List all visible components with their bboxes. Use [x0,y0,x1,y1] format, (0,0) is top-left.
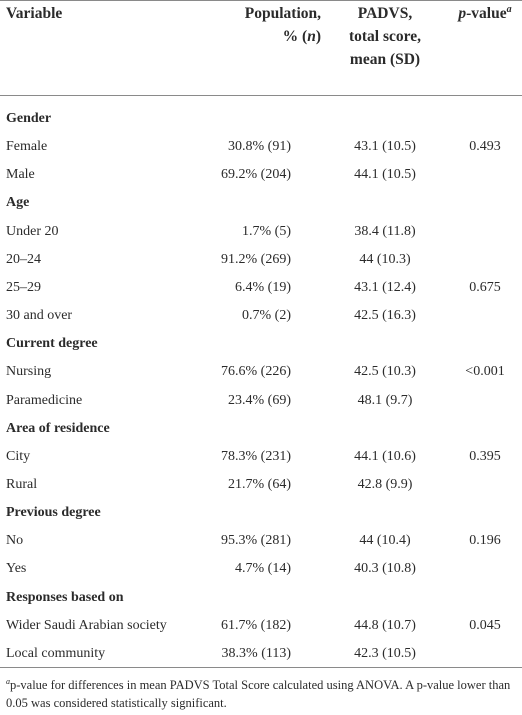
table-row: 30 and over 0.7% (2) 42.5 (16.3) [0,301,522,330]
table-top-rule [0,0,522,1]
header-population-n: n [307,28,316,45]
padvs-score-cell: 44.8 (10.7) [354,617,416,633]
population-cell: 61.7% (182) [221,617,291,633]
row-label: Rural [6,476,38,492]
row-label: Local community [6,645,106,661]
padvs-score-cell: 44 (10.4) [359,533,411,549]
population-cell: 0.7% (2) [242,308,291,324]
population-cell: 6.4% (19) [235,279,291,295]
group-heading-label: Area of residence [6,420,110,436]
header-population: Population, % (n) [196,2,321,48]
header-padvs-line1: PADVS, [357,5,413,22]
population-cell: 23.4% (69) [228,392,291,408]
padvs-score-cell: 42.5 (16.3) [354,308,416,324]
population-cell: 78.3% (231) [221,448,291,464]
header-bottom-rule [0,95,522,96]
group-heading-label: Responses based on [6,589,124,605]
padvs-score-cell: 48.1 (9.7) [357,392,413,408]
padvs-score-cell: 44 (10.3) [359,251,411,267]
row-label: Paramedicine [6,392,83,408]
pvalue-cell: 0.395 [469,448,501,464]
padvs-score-cell: 42.3 (10.5) [354,645,416,661]
header-pvalue-rest: -value [466,5,507,22]
header-population-suffix: ) [315,28,321,45]
header-pvalue: p-valuea [448,2,522,25]
table-row: Under 20 1.7% (5) 38.4 (11.8) [0,217,522,246]
padvs-score-cell: 42.5 (10.3) [354,364,416,380]
row-label: Male [6,167,35,183]
table-row: No 95.3% (281) 44 (10.4) 0.196 [0,526,522,555]
group-heading-row: Responses based on [0,583,522,612]
header-population-prefix: % ( [282,28,308,45]
padvs-score-cell: 43.1 (10.5) [354,139,416,155]
population-cell: 76.6% (226) [221,364,291,380]
population-cell: 30.8% (91) [228,139,291,155]
footnote-text: p-value for differences in mean PADVS To… [6,678,511,711]
pvalue-cell: 0.493 [469,139,501,155]
table-row: 25–29 6.4% (19) 43.1 (12.4) 0.675 [0,273,522,302]
row-label: Wider Saudi Arabian society [6,617,167,633]
table-row: Yes 4.7% (14) 40.3 (10.8) [0,554,522,583]
header-pvalue-sup: a [506,3,512,15]
header-variable-label: Variable [6,5,63,22]
padvs-score-cell: 44.1 (10.5) [354,167,416,183]
group-heading-label: Current degree [6,336,98,352]
padvs-score-cell: 38.4 (11.8) [354,223,416,239]
group-heading-row: Gender [0,104,522,133]
footnote-marker: a [6,677,10,686]
row-label: Under 20 [6,223,59,239]
row-label: Nursing [6,364,52,380]
group-heading-row: Area of residence [0,414,522,443]
header-padvs-line3: mean (SD) [349,51,421,68]
padvs-score-cell: 40.3 (10.8) [354,561,416,577]
population-cell: 4.7% (14) [235,561,291,577]
row-label: City [6,448,31,464]
table-row: Paramedicine 23.4% (69) 48.1 (9.7) [0,386,522,415]
group-heading-row: Current degree [0,329,522,358]
group-heading-row: Previous degree [0,498,522,527]
table-row: Rural 21.7% (64) 42.8 (9.9) [0,470,522,499]
population-cell: 69.2% (204) [221,167,291,183]
population-cell: 1.7% (5) [242,223,291,239]
header-variable: Variable [6,2,62,25]
table-row: Male 69.2% (204) 44.1 (10.5) [0,160,522,189]
table-row: Nursing 76.6% (226) 42.5 (10.3) <0.001 [0,357,522,386]
population-cell: 95.3% (281) [221,533,291,549]
table-row: 20–24 91.2% (269) 44 (10.3) [0,245,522,274]
row-label: Yes [6,561,27,577]
padvs-score-cell: 44.1 (10.6) [354,448,416,464]
group-heading-row: Age [0,188,522,217]
population-cell: 38.3% (113) [221,645,291,661]
header-population-line2: % (n) [196,25,321,48]
population-cell: 91.2% (269) [221,251,291,267]
table-footnote: ap-value for differences in mean PADVS T… [6,673,518,712]
pvalue-cell: 0.675 [469,279,501,295]
row-label: 20–24 [6,251,41,267]
header-padvs: PADVS, total score, mean (SD) [330,2,440,71]
group-heading-label: Gender [6,111,52,126]
header-population-line1: Population, [244,5,321,22]
table-row: Female 30.8% (91) 43.1 (10.5) 0.493 [0,132,522,161]
padvs-score-cell: 43.1 (12.4) [354,279,416,295]
row-label: 25–29 [6,279,41,295]
population-cell: 21.7% (64) [228,476,291,492]
table-row: Local community 38.3% (113) 42.3 (10.5) [0,639,522,668]
row-label: 30 and over [6,308,73,324]
header-padvs-line2: total score, [348,28,422,45]
table-bottom-rule [0,667,522,668]
padvs-score-cell: 42.8 (9.9) [357,476,413,492]
pvalue-cell: <0.001 [465,364,505,380]
group-heading-label: Previous degree [6,505,101,521]
table-row: City 78.3% (231) 44.1 (10.6) 0.395 [0,442,522,471]
group-heading-label: Age [6,195,30,211]
pvalue-cell: 0.196 [469,533,501,549]
pvalue-cell: 0.045 [469,617,501,633]
table-row: Wider Saudi Arabian society 61.7% (182) 44… [0,611,522,640]
row-label: Female [6,139,48,155]
row-label: No [6,533,24,549]
header-pvalue-p: p [458,5,467,22]
